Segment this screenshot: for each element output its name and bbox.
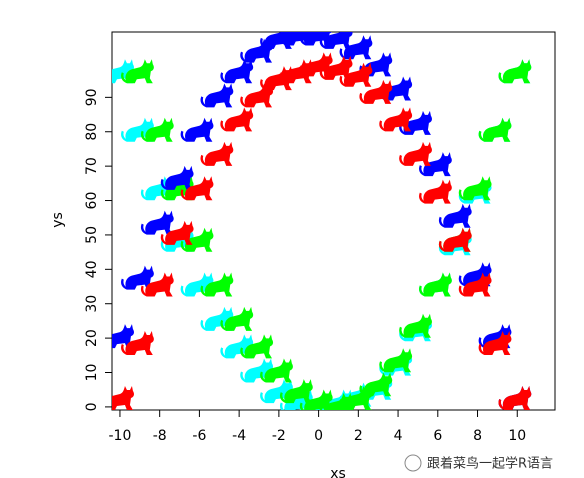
y-tick-label: 50 [84,226,100,244]
cat-marker [458,176,492,201]
cat-marker [160,220,194,245]
y-axis-label: ys [50,212,66,228]
cat-marker [319,32,353,49]
y-tick-label: 10 [84,364,100,382]
x-tick-label: -8 [153,428,167,444]
cat-marker [419,272,452,297]
cat-marker [379,107,413,132]
cat-marker [399,313,432,338]
cat-marker [121,265,154,290]
cat-marker [121,59,154,84]
cat-marker [140,272,174,297]
x-axis-label: xs [330,466,346,478]
y-tick-label: 30 [84,295,100,313]
cat-marker [498,386,532,410]
cat-marker [299,389,333,410]
cat-marker [438,203,472,228]
cat-marker [438,227,472,252]
marks [112,32,532,410]
x-tick-label: 2 [354,428,363,444]
y-tick-label: 70 [84,157,100,175]
x-tick-label: -4 [232,428,246,444]
cat-marker [458,272,492,297]
x-tick-label: 0 [314,428,323,444]
cat-marker [399,141,432,166]
cat-marker [121,330,154,355]
cat-marker [220,107,254,132]
cat-marker [279,59,313,84]
cat-marker [260,358,293,383]
cat-marker [140,117,174,142]
cat-marker [240,334,274,359]
y-tick-label: 0 [84,402,100,411]
cat-marker [419,179,452,204]
watermark-icon [404,454,422,472]
y-tick-label: 90 [84,88,100,106]
watermark: 跟着菜鸟一起学R语言 [404,454,553,472]
x-tick-label: 10 [508,428,526,444]
x-tick-label: 8 [473,428,482,444]
cat-marker [180,117,214,142]
cat-marker [140,210,174,235]
cat-marker [180,227,214,252]
cat-marker [220,59,254,84]
cat-marker [299,32,332,46]
cat-marker [339,62,373,87]
x-tick-label: -6 [192,428,206,444]
cat-marker [160,165,194,190]
cat-marker [379,348,413,373]
x-tick-label: 4 [394,428,403,444]
y-tick-label: 60 [84,192,100,210]
watermark-text: 跟着菜鸟一起学R语言 [427,456,553,472]
y-tick-label: 80 [84,123,100,141]
cat-marker [112,324,134,349]
cat-marker [319,55,353,80]
cat-marker [419,152,452,177]
cat-marker [200,141,234,166]
cat-marker [478,117,512,142]
cat-marker [200,83,234,108]
x-tick-label: -2 [272,428,286,444]
cat-marker [220,306,254,331]
x-tick-label: 6 [433,428,442,444]
cat-marker [478,330,512,355]
cat-marker [498,59,532,84]
cat-marker [260,66,293,91]
cat-marker [279,32,312,46]
y-tick-label: 40 [84,260,100,278]
cat-marker [279,379,313,404]
cat-marker [359,79,393,104]
cat-marker [359,372,393,397]
y-tick-label: 20 [84,329,100,347]
cat-marker [200,272,234,297]
cat-marker [180,176,214,201]
cat-marker [299,52,333,77]
cat-marker [339,35,373,60]
cat-marker [112,386,134,410]
x-tick-label: -10 [109,428,132,444]
